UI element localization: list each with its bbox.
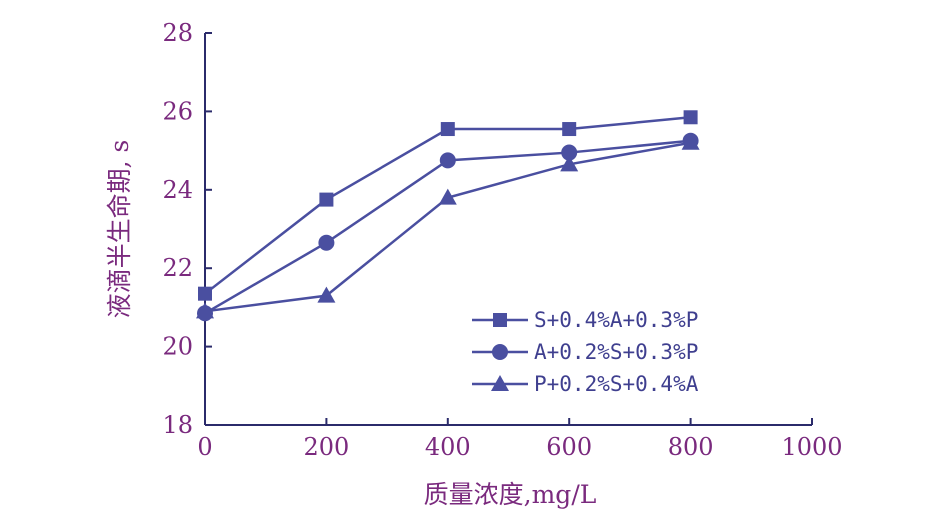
y-axis-ticks: 18 20 22 24 26 28 (162, 19, 212, 439)
data-point-triangle (317, 286, 336, 303)
legend: S+0.4%A+0.3%P A+0.2%S+0.3%P P+0.2%S+0.4%A (472, 308, 699, 396)
data-point-square (683, 110, 698, 125)
legend-marker-triangle (491, 375, 509, 391)
x-tick-label: 0 (197, 433, 212, 461)
series-circle (197, 132, 699, 322)
series-layer (196, 110, 700, 322)
y-tick-label: 20 (162, 333, 193, 361)
series-line (204, 116, 691, 295)
axes (204, 33, 812, 426)
x-tick-label: 1000 (781, 433, 842, 461)
data-point-square (440, 122, 455, 137)
data-point-circle (318, 234, 335, 251)
x-tick-label: 400 (425, 433, 471, 461)
data-point-triangle (560, 155, 579, 172)
x-axis-title: 质量浓度,mg/L (424, 480, 597, 509)
legend-label: S+0.4%A+0.3%P (534, 308, 698, 332)
legend-marker-circle (492, 344, 508, 360)
data-point-circle (439, 152, 456, 169)
legend-marker-square (493, 313, 507, 327)
legend-item: A+0.2%S+0.3%P (472, 340, 698, 364)
y-tick-label: 24 (162, 176, 193, 204)
series-square (198, 110, 698, 301)
legend-label: A+0.2%S+0.3%P (534, 340, 698, 364)
data-point-square (198, 286, 212, 301)
y-tick-label: 28 (162, 19, 193, 47)
data-point-square (319, 192, 334, 207)
data-point-circle (561, 144, 578, 161)
x-tick-label: 200 (303, 433, 349, 461)
data-point-triangle (681, 133, 700, 150)
y-tick-label: 22 (162, 254, 193, 282)
data-point-triangle (196, 302, 214, 319)
series-triangle (196, 133, 700, 319)
data-point-triangle (438, 188, 457, 205)
x-axis-ticks: 0 200 400 600 800 1000 (197, 418, 843, 461)
legend-item: S+0.4%A+0.3%P (472, 308, 698, 332)
x-tick-label: 800 (668, 433, 714, 461)
x-tick-label: 600 (546, 433, 592, 461)
legend-item: P+0.2%S+0.4%A (472, 372, 699, 396)
y-tick-label: 26 (162, 97, 193, 125)
y-tick-label: 18 (162, 411, 193, 439)
y-axis-title: 液滴半生命期, s (105, 140, 134, 319)
legend-label: P+0.2%S+0.4%A (534, 372, 699, 396)
data-point-square (562, 122, 577, 137)
